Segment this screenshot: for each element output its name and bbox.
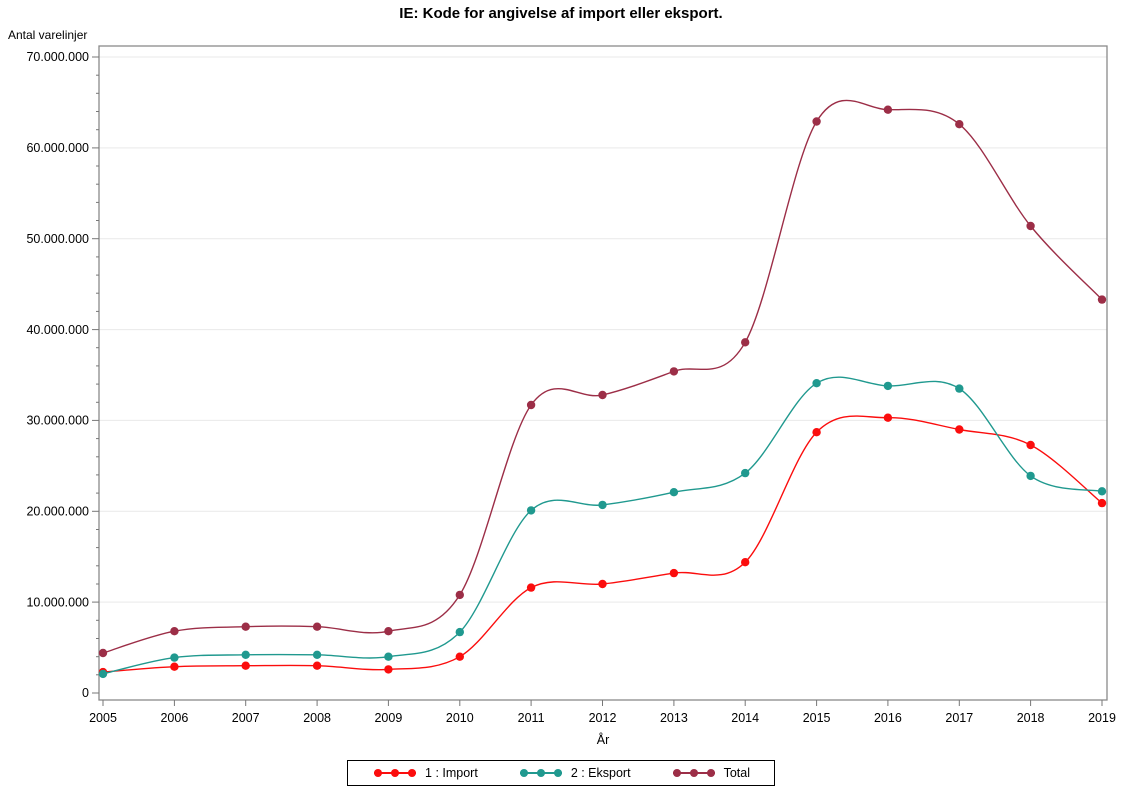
data-point-total [98,648,108,658]
legend-item-eksport: 2 : Eksport [518,766,631,780]
legend-marker-import [374,769,417,777]
x-tick-label: 2019 [1088,711,1116,725]
x-tick-label: 2013 [660,711,688,725]
x-tick-label: 2009 [374,711,402,725]
data-point-import [241,661,250,670]
x-tick-label: 2016 [874,711,902,725]
series-line-total [102,99,1103,654]
y-tick-label: 20.000.000 [26,505,89,519]
data-point-import [312,661,322,670]
data-point-total [598,390,607,400]
x-tick-label: 2015 [803,711,831,725]
legend-box: 1 : Import 2 : Eksport Total [347,760,775,786]
x-tick-label: 2014 [731,711,759,725]
x-tick-label: 2012 [589,711,617,725]
data-point-eksport [669,488,679,497]
data-point-eksport [455,627,464,637]
data-point-import [455,652,464,661]
data-point-total [455,590,464,600]
y-tick-label: 10.000.000 [26,595,89,609]
series-line-import [102,415,1103,673]
data-point-import [669,568,679,578]
x-tick-label: 2005 [89,711,117,725]
data-point-eksport [1026,471,1035,481]
data-point-import [526,583,536,592]
data-point-eksport [170,653,179,662]
x-tick-label: 2006 [160,711,188,725]
data-point-import [741,558,750,567]
chart-title: IE: Kode for angivelse af import eller e… [399,5,723,22]
x-axis-title: År [596,733,610,747]
x-tick-label: 2007 [232,711,260,725]
data-point-total [669,367,679,376]
y-tick-label: 30.000.000 [26,414,89,428]
legend-label-total: Total [723,766,750,780]
legend-item-import: 1 : Import [372,766,478,780]
data-point-total [170,627,179,636]
data-point-eksport [883,381,893,391]
data-point-eksport [955,384,964,393]
data-point-total [1026,221,1035,231]
legend-marker-total [672,769,715,777]
legend-label-eksport: 2 : Eksport [570,766,631,780]
x-tick-label: 2010 [446,711,474,725]
data-point-import [170,662,179,671]
data-point-import [955,425,964,434]
data-point-total [955,120,964,129]
data-point-total [741,338,750,347]
data-point-eksport [741,468,750,478]
data-point-eksport [98,669,108,679]
x-tick-label: 2017 [945,711,973,725]
y-tick-label: 40.000.000 [26,323,89,337]
data-point-import [1026,440,1035,450]
legend-marker-eksport [519,769,562,777]
data-point-import [883,413,893,422]
legend-label-import: 1 : Import [425,766,478,780]
x-tick-label: 2011 [518,711,545,725]
y-tick-label: 0 [82,686,89,700]
data-point-eksport [598,500,607,510]
data-point-total [312,622,322,631]
data-point-total [883,105,893,114]
data-point-total [1097,295,1107,304]
series-line-eksport [102,376,1103,675]
data-point-total [241,622,250,631]
data-point-eksport [241,650,250,659]
y-tick-label: 70.000.000 [26,50,89,64]
data-point-eksport [312,650,322,659]
data-point-import [384,665,393,674]
data-point-total [384,627,393,636]
y-tick-label: 50.000.000 [26,232,89,246]
data-point-total [812,117,821,126]
data-point-eksport [384,652,393,661]
x-tick-label: 2008 [303,711,331,725]
y-tick-label: 60.000.000 [26,141,89,155]
plot-area: 0 10.000.000 20.000.000 30.000.000 40.000.00… [26,45,1116,725]
legend-item-total: Total [671,766,750,780]
y-axis-title: Antal varelinjer [8,28,88,42]
data-point-eksport [812,379,821,388]
data-point-import [812,428,821,437]
data-point-import [1097,498,1107,508]
data-point-eksport [1097,487,1107,496]
data-point-import [598,579,607,589]
x-tick-label: 2018 [1017,711,1045,725]
data-point-total [526,400,536,410]
data-point-eksport [526,506,536,515]
legend: 1 : Import 2 : Eksport Total [0,760,1122,786]
